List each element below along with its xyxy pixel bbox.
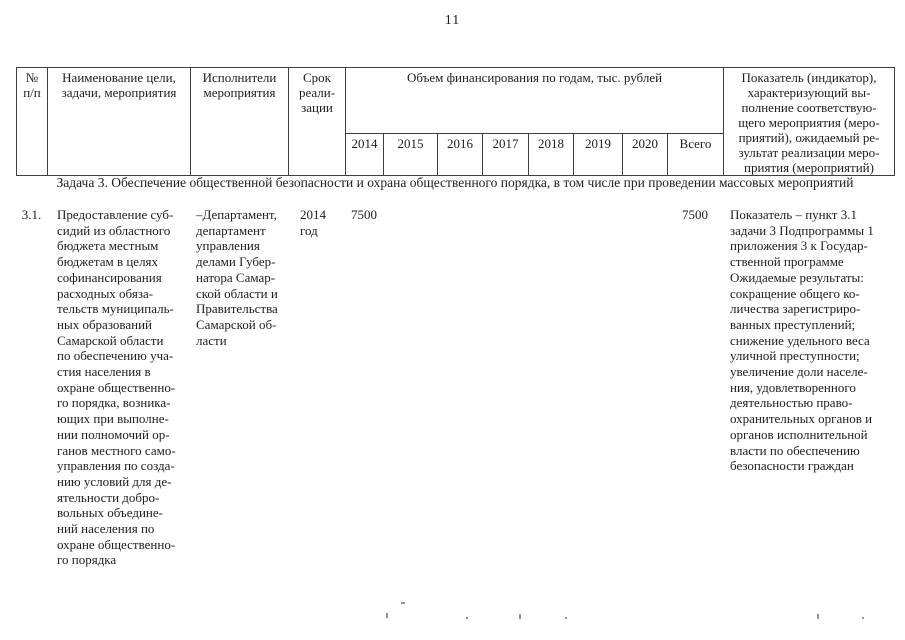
col-header-term: Срок реали- зации bbox=[288, 67, 346, 176]
col-header-name: Наименование цели, задачи, мероприятия bbox=[47, 67, 191, 176]
row-3-1-measure-name: Предоставление суб- сидий из областного … bbox=[57, 207, 176, 568]
scan-artifact bbox=[401, 602, 405, 604]
col-header-num: № п/п bbox=[16, 67, 48, 176]
col-header-2020: 2020 bbox=[622, 133, 668, 176]
col-header-2014: 2014 bbox=[345, 133, 384, 176]
scan-artifact bbox=[466, 617, 468, 619]
measures-table-header: № п/п Наименование цели, задачи, меропри… bbox=[16, 66, 895, 176]
col-header-2016: 2016 bbox=[437, 133, 483, 176]
row-3-1-indicator: Показатель – пункт 3.1 задачи 3 Подпрогр… bbox=[730, 207, 874, 474]
section-task3-row: Задача 3. Обеспечение общественной безоп… bbox=[56, 175, 854, 190]
row-3-1-executors: –Департамент, департамент управления дел… bbox=[196, 207, 278, 348]
scan-artifact bbox=[386, 613, 388, 618]
scan-artifact bbox=[817, 614, 819, 619]
col-header-executors: Исполнители мероприятия bbox=[190, 67, 289, 176]
row-3-1-funding-2014: 7500 bbox=[351, 207, 377, 222]
row-3-1-funding-total: 7500 bbox=[682, 207, 708, 222]
col-header-2019: 2019 bbox=[573, 133, 623, 176]
col-header-2017: 2017 bbox=[482, 133, 529, 176]
col-header-2018: 2018 bbox=[528, 133, 574, 176]
row-3-1-number: 3.1. bbox=[21, 207, 42, 222]
col-header-2015: 2015 bbox=[383, 133, 438, 176]
col-header-funding: Объем финансирования по годам, тыс. рубл… bbox=[345, 66, 724, 135]
scan-artifact bbox=[862, 617, 864, 619]
col-header-total: Всего bbox=[667, 133, 724, 176]
row-3-1-term: 2014 год bbox=[300, 207, 326, 238]
col-header-indicator: Показатель (индикатор), характеризующий … bbox=[723, 67, 895, 176]
scan-artifact bbox=[519, 614, 521, 619]
page-number: 11 bbox=[444, 13, 461, 28]
scan-artifact bbox=[565, 617, 567, 619]
